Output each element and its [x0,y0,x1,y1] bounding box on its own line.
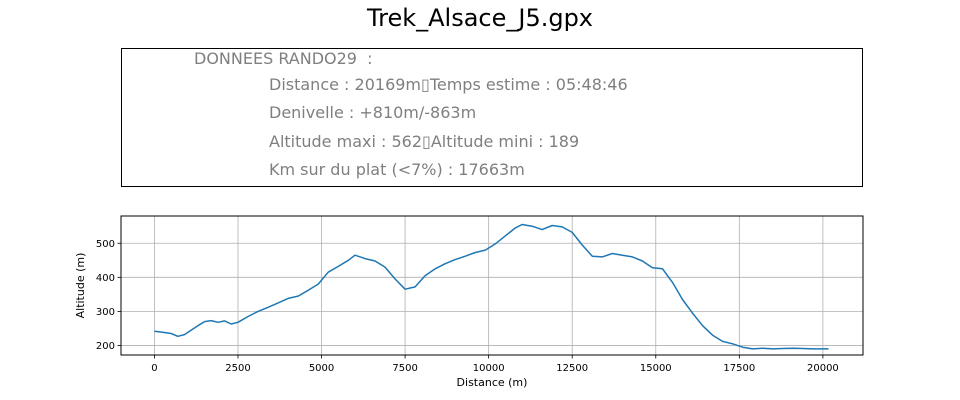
x-tick-label: 2500 [225,363,250,374]
axis-ticks: 0 2500 5000 7500 10000 12500 15000 17500 20000 20… [96,239,839,374]
x-tick-label: 20000 [807,363,839,374]
y-axis-label: Altitude (m) [74,253,87,319]
summary-distance-time: Distance : 20169m▯Temps estime : 05:48:4… [269,75,628,94]
x-tick-label: 5000 [309,363,334,374]
x-tick-label: 15000 [640,363,672,374]
plot-frame [120,215,864,356]
summary-elevation-gain: Denivelle : +810m/-863m [269,103,477,122]
summary-heading: DONNEES RANDO29 : [194,49,373,68]
altitude-line [154,223,829,350]
figure-title: Trek_Alsace_J5.gpx [366,4,594,32]
y-tick-label: 500 [96,239,115,250]
summary-flat-distance: Km sur du plat (<7%) : 17663m [269,160,525,179]
x-tick-label: 7500 [392,363,417,374]
y-tick-label: 400 [96,273,115,284]
x-axis-label: Distance (m) [457,376,528,389]
summary-altitude-range: Altitude maxi : 562▯Altitude mini : 189 [269,132,580,151]
x-tick-label: 0 [151,363,157,374]
x-tick-label: 12500 [556,363,588,374]
x-tick-label: 10000 [473,363,505,374]
y-tick-label: 200 [96,341,115,352]
x-tick-label: 17500 [723,363,755,374]
hike-summary-box: DONNEES RANDO29 : Distance : 20169m▯Temp… [121,48,863,187]
series-layer [154,223,829,350]
grid [121,216,863,355]
y-tick-label: 300 [96,307,115,318]
